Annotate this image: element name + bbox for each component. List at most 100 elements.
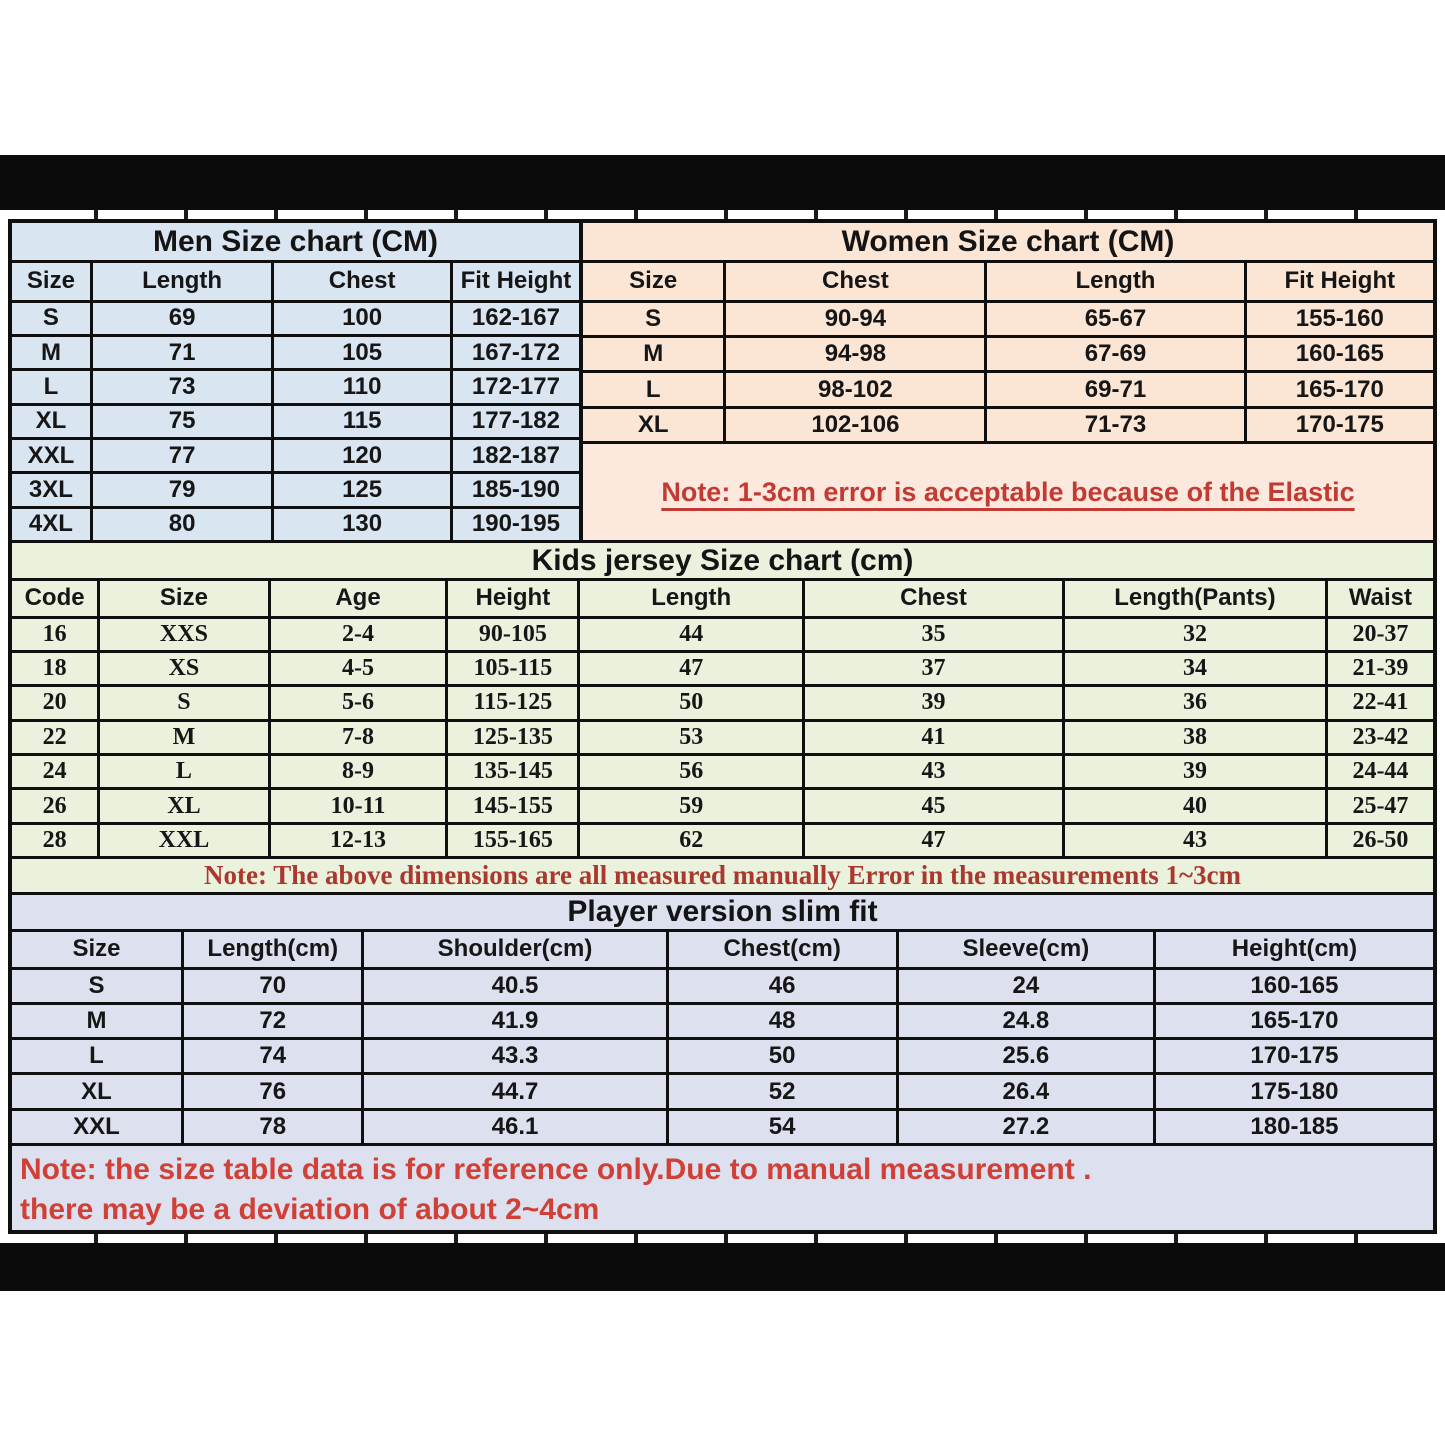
data-cell: 22-41 bbox=[1324, 684, 1433, 722]
data-cell: 72 bbox=[181, 1001, 365, 1041]
size-cell: XXL bbox=[12, 436, 93, 475]
data-cell: 25-47 bbox=[1324, 787, 1433, 825]
data-cell: 46.1 bbox=[361, 1107, 669, 1143]
data-cell: 102-106 bbox=[723, 405, 988, 441]
column-header: Size bbox=[97, 581, 271, 619]
data-cell: 70 bbox=[181, 966, 365, 1005]
size-cell: M bbox=[12, 1001, 185, 1041]
table-row: XL 76 44.7 52 26.4 175-180 bbox=[12, 1072, 1433, 1111]
kids-size-table: Code Size Age Height Length Chest Length… bbox=[12, 581, 1433, 856]
data-cell: 182-187 bbox=[449, 436, 579, 475]
kids-chart: Kids jersey Size chart (cm) Code Size Ag… bbox=[12, 543, 1433, 895]
data-cell: 44 bbox=[577, 615, 805, 653]
data-cell: 76 bbox=[181, 1072, 365, 1111]
data-cell: 165-170 bbox=[1152, 1001, 1433, 1041]
data-cell: 20-37 bbox=[1324, 615, 1433, 653]
table-row: S 90-94 65-67 155-160 bbox=[582, 299, 1433, 338]
data-cell: 41.9 bbox=[361, 1001, 669, 1041]
column-header: Code bbox=[12, 581, 101, 619]
column-header: Length(Pants) bbox=[1062, 581, 1328, 619]
data-cell: 177-182 bbox=[449, 402, 579, 441]
size-cell: L bbox=[582, 370, 727, 409]
size-cell: L bbox=[12, 1037, 185, 1076]
data-cell: 94-98 bbox=[723, 334, 988, 374]
data-cell: 180-185 bbox=[1152, 1107, 1433, 1143]
data-cell: 24-44 bbox=[1324, 752, 1433, 791]
code-cell: 24 bbox=[12, 752, 101, 791]
data-cell: 44.7 bbox=[361, 1072, 669, 1111]
table-row: 24 L 8-9 135-145 56 43 39 24-44 bbox=[12, 752, 1433, 791]
data-cell: 24 bbox=[895, 966, 1156, 1005]
data-cell: 165-170 bbox=[1243, 370, 1433, 409]
data-cell: 100 bbox=[271, 299, 453, 337]
data-cell: 40 bbox=[1062, 787, 1328, 825]
women-elastic-note-text: Note: 1-3cm error is acceptable because … bbox=[661, 476, 1355, 507]
top-tick-strip bbox=[8, 210, 1437, 219]
table-row: M 71 105 167-172 bbox=[12, 333, 579, 372]
data-cell: 90-94 bbox=[723, 299, 988, 338]
kids-chart-title: Kids jersey Size chart (cm) bbox=[12, 543, 1433, 581]
women-header-row: Size Chest Length Fit Height bbox=[582, 263, 1433, 303]
player-version-chart: Player version slim fit Size Length(cm) … bbox=[12, 895, 1433, 1230]
column-header: Size bbox=[12, 932, 185, 970]
size-cell: S bbox=[12, 299, 93, 337]
data-cell: 43 bbox=[801, 752, 1066, 791]
data-cell: 98-102 bbox=[723, 370, 988, 409]
data-cell: 5-6 bbox=[267, 684, 449, 722]
men-header-row: Size Length Chest Fit Height bbox=[12, 263, 579, 303]
column-header: Length bbox=[984, 263, 1247, 303]
column-header: Chest bbox=[723, 263, 988, 303]
column-header: Age bbox=[267, 581, 449, 619]
bottom-tick-strip bbox=[8, 1234, 1437, 1243]
table-row: L 74 43.3 50 25.6 170-175 bbox=[12, 1037, 1433, 1076]
column-header: Shoulder(cm) bbox=[361, 932, 669, 970]
data-cell: 74 bbox=[181, 1037, 365, 1076]
column-header: Chest bbox=[271, 263, 453, 303]
table-row: 20 S 5-6 115-125 50 39 36 22-41 bbox=[12, 684, 1433, 722]
data-cell: 115-125 bbox=[445, 684, 581, 722]
data-cell: 43.3 bbox=[361, 1037, 669, 1076]
kids-measurement-note: Note: The above dimensions are all measu… bbox=[12, 856, 1433, 892]
disclaimer-note-line-1: Note: the size table data is for referen… bbox=[20, 1153, 1092, 1186]
data-cell: 125-135 bbox=[445, 718, 581, 757]
data-cell: 135-145 bbox=[445, 752, 581, 791]
data-cell: 40.5 bbox=[361, 966, 669, 1005]
data-cell: 21-39 bbox=[1324, 649, 1433, 688]
data-cell: 79 bbox=[89, 471, 275, 509]
data-cell: 73 bbox=[89, 368, 275, 406]
data-cell: 90-105 bbox=[445, 615, 581, 653]
data-cell: 185-190 bbox=[449, 471, 579, 509]
data-cell: 190-195 bbox=[449, 505, 579, 540]
data-cell: 120 bbox=[271, 436, 453, 475]
size-cell: S bbox=[582, 299, 727, 338]
bottom-black-bar bbox=[0, 1243, 1445, 1291]
data-cell: 160-165 bbox=[1152, 966, 1433, 1005]
data-cell: 65-67 bbox=[984, 299, 1247, 338]
code-cell: 28 bbox=[12, 821, 101, 856]
data-cell: 71 bbox=[89, 333, 275, 372]
data-cell: 77 bbox=[89, 436, 275, 475]
data-cell: 12-13 bbox=[267, 821, 449, 856]
size-chart-frame: Men Size chart (CM) Size Length Chest Fi… bbox=[8, 219, 1437, 1234]
women-chart: Women Size chart (CM) Size Chest Length … bbox=[578, 223, 1433, 540]
column-header: Waist bbox=[1324, 581, 1433, 619]
data-cell: 62 bbox=[577, 821, 805, 856]
data-cell: 7-8 bbox=[267, 718, 449, 757]
data-cell: 38 bbox=[1062, 718, 1328, 757]
women-elastic-note: Note: 1-3cm error is acceptable because … bbox=[582, 441, 1433, 540]
women-chart-title: Women Size chart (CM) bbox=[582, 223, 1433, 263]
data-cell: 32 bbox=[1062, 615, 1328, 653]
data-cell: 75 bbox=[89, 402, 275, 441]
data-cell: 172-177 bbox=[449, 368, 579, 406]
size-cell: XL bbox=[97, 787, 271, 825]
player-chart-title: Player version slim fit bbox=[12, 895, 1433, 932]
data-cell: 47 bbox=[577, 649, 805, 688]
size-cell: S bbox=[12, 966, 185, 1005]
table-row: L 73 110 172-177 bbox=[12, 368, 579, 406]
table-row: S 70 40.5 46 24 160-165 bbox=[12, 966, 1433, 1005]
size-cell: M bbox=[12, 333, 93, 372]
data-cell: 105 bbox=[271, 333, 453, 372]
data-cell: 52 bbox=[665, 1072, 899, 1111]
data-cell: 67-69 bbox=[984, 334, 1247, 374]
data-cell: 130 bbox=[271, 505, 453, 540]
